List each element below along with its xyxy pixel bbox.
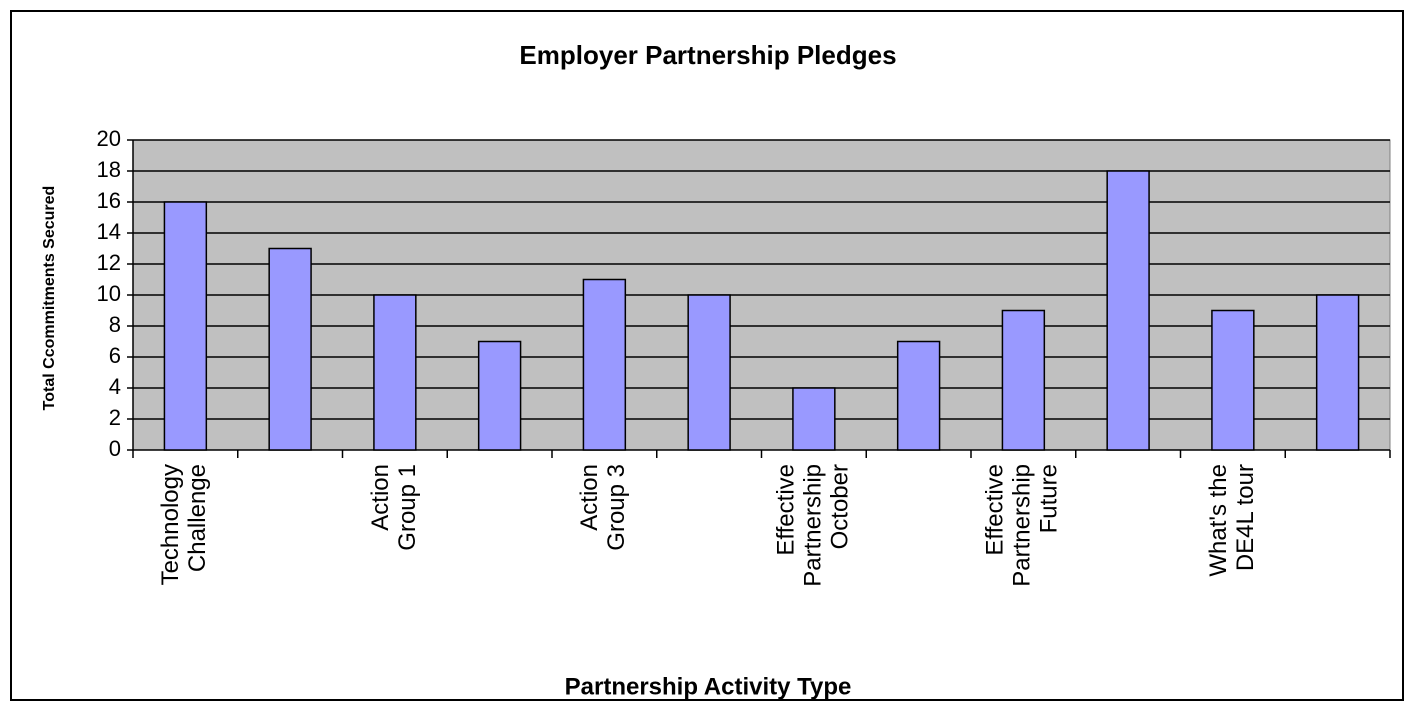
chart-title: Employer Partnership Pledges xyxy=(519,40,896,70)
y-tick-label: 0 xyxy=(109,436,121,461)
x-tick-label: Action Group 1 xyxy=(367,464,421,551)
y-tick-label: 16 xyxy=(97,188,121,213)
bar xyxy=(896,340,941,451)
x-axis-title: Partnership Activity Type xyxy=(565,673,852,700)
bar xyxy=(1315,294,1360,451)
y-tick-label: 6 xyxy=(109,343,121,368)
bar xyxy=(687,294,731,451)
bar xyxy=(268,247,312,451)
y-tick-label: 12 xyxy=(97,250,121,275)
y-axis-title: Total Ccommitments Secured xyxy=(41,186,58,411)
bar xyxy=(1211,309,1255,451)
y-tick-label: 10 xyxy=(97,281,121,306)
y-tick-label: 2 xyxy=(109,405,121,430)
x-tick-label: Effective Partnership October xyxy=(772,464,854,587)
bar xyxy=(1001,309,1046,451)
bar xyxy=(373,294,417,451)
y-tick-label: 18 xyxy=(97,157,121,182)
y-tick-label: 4 xyxy=(109,374,121,399)
bar xyxy=(792,387,836,451)
bar xyxy=(163,201,208,451)
x-tick-label: Technology Challenge xyxy=(157,464,212,586)
bar xyxy=(477,340,522,451)
x-tick-label: What's the DE4L tour xyxy=(1205,464,1259,577)
x-tick-label: Effective Partnership Future xyxy=(982,464,1063,587)
bar xyxy=(582,278,627,451)
y-tick-label: 20 xyxy=(97,126,121,151)
y-tick-label: 14 xyxy=(97,219,121,244)
bar xyxy=(1106,170,1150,451)
y-tick-label: 8 xyxy=(109,312,121,337)
x-tick-label: Action Group 3 xyxy=(576,464,631,551)
